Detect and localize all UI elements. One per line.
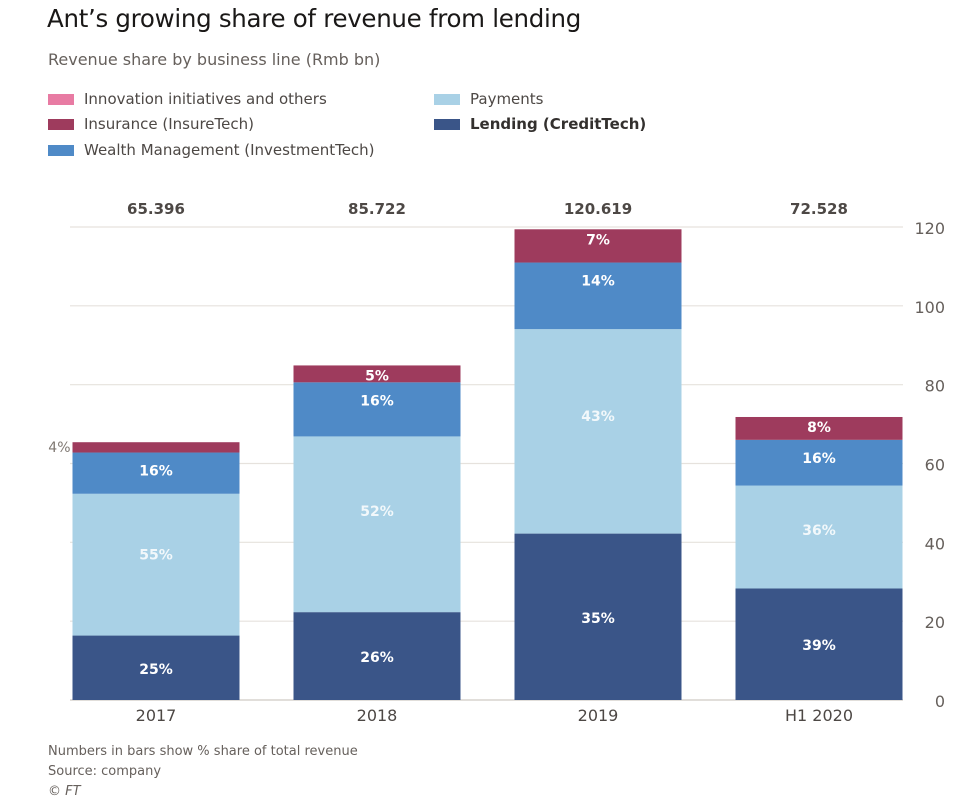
bar-segment bbox=[293, 382, 461, 437]
segment-share-label: 52% bbox=[360, 504, 394, 520]
bar-segment bbox=[735, 439, 903, 486]
chart-title: Ant’s growing share of revenue from lend… bbox=[47, 4, 581, 33]
legend-item-insurance: Insurance (InsureTech) bbox=[48, 115, 254, 133]
x-tick-label: 2019 bbox=[578, 706, 619, 725]
legend-swatch bbox=[48, 93, 74, 105]
y-tick-label: 0 bbox=[935, 692, 945, 711]
legend-label: Insurance (InsureTech) bbox=[84, 115, 254, 133]
bar-total-label: 65.396 bbox=[127, 200, 185, 218]
segment-share-label: 16% bbox=[139, 464, 173, 480]
bar-segment bbox=[72, 452, 240, 494]
legend-item-innovation: Innovation initiatives and others bbox=[48, 90, 327, 108]
y-axis: 0 20 40 60 80 100 120 bbox=[914, 219, 945, 711]
segment-share-label: 35% bbox=[581, 611, 615, 627]
bar-segment bbox=[293, 612, 461, 700]
segment-share-label: 43% bbox=[581, 409, 615, 425]
segment-share-label: 7% bbox=[586, 232, 610, 248]
segment-share-label: 39% bbox=[802, 638, 836, 654]
y-tick-label: 40 bbox=[925, 534, 945, 553]
segment-share-label: 26% bbox=[360, 650, 394, 666]
y-tick-label: 80 bbox=[925, 377, 945, 396]
y-tick-label: 100 bbox=[914, 298, 945, 317]
segment-share-label: 36% bbox=[802, 523, 836, 539]
legend-label: Innovation initiatives and others bbox=[84, 90, 327, 108]
legend-swatch bbox=[48, 144, 74, 156]
footer-credit: © FT bbox=[48, 784, 81, 799]
legend-label: Wealth Management (InvestmentTech) bbox=[84, 141, 375, 159]
stacked-bar-chart: 25% 55% 16% 4% 65.396 26% 52% 16% 5% 85.722 35% 43%… bbox=[48, 200, 945, 725]
bar-segment bbox=[293, 365, 461, 383]
bar-segment bbox=[735, 416, 903, 440]
y-tick-label: 60 bbox=[925, 456, 945, 475]
x-tick-label: H1 2020 bbox=[785, 706, 853, 725]
segment-share-label: 5% bbox=[365, 368, 389, 384]
segment-share-label: 55% bbox=[139, 547, 173, 563]
legend-label: Payments bbox=[470, 90, 544, 108]
bar-total-label: 72.528 bbox=[790, 200, 848, 218]
bars bbox=[72, 229, 903, 700]
bar-segment bbox=[735, 588, 903, 700]
x-tick-label: 2017 bbox=[136, 706, 177, 725]
bar-segment bbox=[293, 436, 461, 613]
footer-note: Numbers in bars show % share of total re… bbox=[48, 744, 358, 759]
legend-item-lending: Lending (CreditTech) bbox=[434, 115, 646, 133]
bar-segment bbox=[72, 442, 240, 453]
legend-swatch bbox=[48, 118, 74, 130]
data-labels: 25% 55% 16% 4% 65.396 26% 52% 16% 5% 85.722 35% 43%… bbox=[48, 200, 848, 678]
y-tick-label: 120 bbox=[914, 219, 945, 238]
segment-share-label: 25% bbox=[139, 662, 173, 678]
bar-total-label: 120.619 bbox=[564, 200, 632, 218]
legend-item-payments: Payments bbox=[434, 90, 543, 108]
bar-segment bbox=[514, 329, 682, 534]
segment-share-label: 16% bbox=[360, 393, 394, 409]
segment-share-label: 4% bbox=[48, 440, 70, 456]
x-tick-label: 2018 bbox=[357, 706, 398, 725]
legend: Innovation initiatives and others Insura… bbox=[48, 90, 748, 170]
segment-share-label: 14% bbox=[581, 274, 615, 290]
legend-label: Lending (CreditTech) bbox=[470, 115, 647, 133]
chart-subtitle: Revenue share by business line (Rmb bn) bbox=[48, 50, 381, 69]
legend-item-wealth-management: Wealth Management (InvestmentTech) bbox=[48, 141, 375, 159]
bar-total-label: 85.722 bbox=[348, 200, 406, 218]
legend-swatch bbox=[434, 93, 460, 105]
bar-segment bbox=[72, 493, 240, 636]
bar-segment bbox=[72, 635, 240, 700]
bar-segment bbox=[735, 485, 903, 589]
segment-share-label: 8% bbox=[807, 420, 831, 436]
legend-swatch bbox=[434, 118, 460, 130]
x-axis: 2017 2018 2019 H1 2020 bbox=[136, 706, 853, 725]
footer-source: Source: company bbox=[48, 764, 162, 779]
bar-segment bbox=[514, 262, 682, 330]
bar-segment bbox=[514, 533, 682, 700]
y-tick-label: 20 bbox=[925, 613, 945, 632]
segment-share-label: 16% bbox=[802, 451, 836, 467]
bar-segment bbox=[514, 229, 682, 263]
